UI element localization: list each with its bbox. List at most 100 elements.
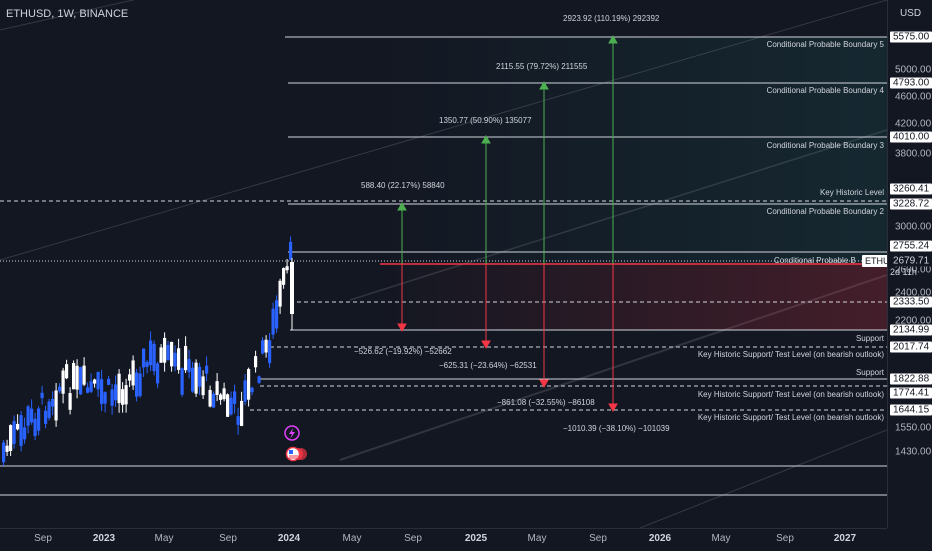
candle bbox=[219, 394, 223, 400]
bearish-zone bbox=[380, 263, 887, 330]
candle bbox=[93, 379, 97, 384]
measure-up-5-text: 2923.92 (110.19%) 292392 bbox=[563, 14, 660, 23]
candle bbox=[194, 362, 198, 394]
candle bbox=[282, 268, 286, 285]
candle bbox=[79, 367, 83, 395]
candle bbox=[254, 356, 258, 368]
candle bbox=[128, 374, 132, 381]
chart-canvas[interactable] bbox=[0, 0, 888, 529]
candle bbox=[226, 394, 230, 417]
candle bbox=[114, 384, 118, 401]
candle bbox=[131, 360, 135, 386]
candle bbox=[250, 387, 254, 393]
time-label: Sep bbox=[404, 533, 422, 544]
measure-down-1-text: −526.62 (−19.92%) −52662 bbox=[354, 347, 452, 356]
price-tick: 4600.00 bbox=[895, 91, 932, 103]
candle bbox=[289, 241, 293, 260]
price-tick: 5000.00 bbox=[895, 64, 932, 76]
candle bbox=[145, 361, 149, 367]
candle bbox=[198, 366, 202, 387]
price-label: 1822.88 bbox=[890, 373, 932, 385]
candle bbox=[240, 400, 244, 426]
candle bbox=[72, 363, 76, 390]
candle bbox=[40, 392, 44, 399]
price-label: 3260.41 bbox=[890, 183, 932, 195]
price-tick: 2400.00 bbox=[895, 287, 932, 299]
boundary-1-label: Conditional Probable B bbox=[774, 256, 856, 265]
current-price-label: 2679.71 bbox=[890, 255, 932, 267]
candle bbox=[173, 352, 177, 367]
candle bbox=[47, 401, 51, 419]
candle bbox=[257, 376, 261, 383]
price-label: 1774.41 bbox=[890, 387, 932, 399]
symbol-title[interactable]: ETHUSD, 1W, BINANCE bbox=[6, 8, 129, 20]
candle bbox=[68, 393, 72, 410]
candle bbox=[12, 421, 16, 444]
currency-label[interactable]: USD bbox=[899, 8, 922, 19]
candle bbox=[290, 262, 294, 314]
price-axis[interactable]: USD 5000.00 4600.00 4200.00 3800.00 3000… bbox=[887, 0, 932, 528]
candle bbox=[110, 389, 114, 406]
candle bbox=[135, 372, 139, 397]
time-label: 2023 bbox=[92, 533, 116, 544]
time-label: May bbox=[154, 533, 174, 544]
candle bbox=[30, 408, 34, 423]
candle bbox=[163, 337, 167, 363]
candle bbox=[5, 445, 9, 452]
time-label: 2027 bbox=[833, 533, 857, 544]
time-label: Sep bbox=[776, 533, 794, 544]
time-label: Sep bbox=[589, 533, 607, 544]
key-support-1-label: Key Historic Support/ Test Level (on bea… bbox=[697, 350, 884, 359]
key-support-3-label: Key Historic Support/ Test Level (on bea… bbox=[697, 413, 884, 422]
chart-area[interactable]: ETHUSD, 1W, BINANCE Conditional Probable… bbox=[0, 0, 906, 529]
boundary-4-label: Conditional Probable Boundary 4 bbox=[766, 86, 884, 95]
measure-down-2-text: −625.31 (−23.64%) −62531 bbox=[439, 361, 537, 370]
time-axis[interactable]: Sep 2023 May Sep 2024 May Sep 2025 May S… bbox=[0, 528, 887, 551]
candle bbox=[96, 371, 100, 390]
candle bbox=[159, 347, 163, 363]
candle bbox=[54, 390, 58, 421]
price-tick: 2600.00 bbox=[895, 264, 932, 276]
candle bbox=[86, 387, 90, 393]
boundary-3-label: Conditional Probable Boundary 3 bbox=[766, 141, 884, 150]
measure-up-4-text: 2115.55 (79.72%) 211555 bbox=[496, 62, 588, 71]
candle bbox=[37, 408, 41, 431]
time-label: May bbox=[342, 533, 362, 544]
measure-down-4-text: −1010.39 (−38.10%) −101039 bbox=[563, 424, 670, 433]
candle bbox=[184, 345, 188, 371]
candle bbox=[26, 406, 30, 426]
candle bbox=[142, 348, 146, 368]
candle bbox=[261, 340, 265, 354]
candle bbox=[177, 348, 181, 370]
candle bbox=[233, 391, 237, 404]
price-label: 3228.72 bbox=[890, 198, 932, 210]
price-label: 2755.24 bbox=[890, 240, 932, 252]
candle bbox=[187, 359, 191, 373]
candle bbox=[149, 340, 153, 366]
candle bbox=[205, 365, 209, 374]
candle bbox=[58, 386, 62, 392]
candle bbox=[121, 389, 125, 405]
us-flag-icon[interactable] bbox=[285, 446, 308, 462]
price-label: 2017.74 bbox=[890, 341, 932, 353]
time-label: 2024 bbox=[277, 533, 301, 544]
candle bbox=[44, 410, 48, 424]
lightning-icon[interactable] bbox=[284, 425, 300, 441]
candle bbox=[191, 367, 195, 392]
price-tick: 3000.00 bbox=[895, 221, 932, 233]
time-label: 2025 bbox=[464, 533, 488, 544]
price-tick: 3800.00 bbox=[895, 148, 932, 160]
candle bbox=[275, 300, 279, 329]
candle bbox=[215, 381, 219, 395]
price-label: 5575.00 bbox=[890, 31, 932, 43]
candle bbox=[208, 389, 212, 407]
boundary-2-label: Conditional Probable Boundary 2 bbox=[766, 207, 884, 216]
candle bbox=[247, 369, 251, 400]
candle bbox=[16, 423, 20, 430]
support-2-label: Support bbox=[855, 368, 884, 377]
time-label: May bbox=[527, 533, 547, 544]
price-label: 2134.99 bbox=[890, 324, 932, 336]
measure-arrows-up bbox=[397, 34, 618, 264]
candle bbox=[19, 415, 23, 446]
measure-up-3-text: 1350.77 (50.90%) 135077 bbox=[439, 116, 532, 125]
